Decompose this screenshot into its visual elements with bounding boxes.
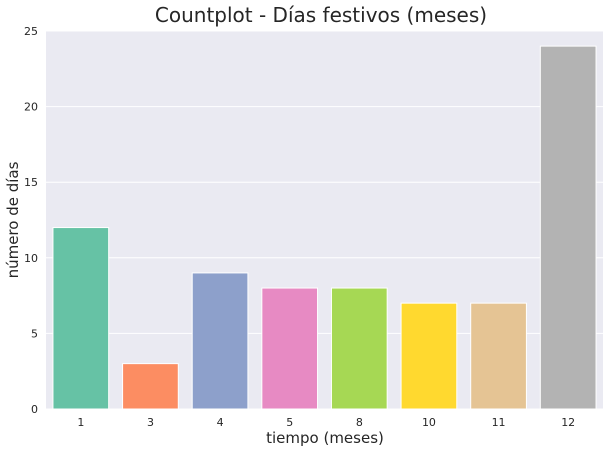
bar-month-10 — [400, 302, 458, 410]
bar-month-5 — [261, 287, 319, 410]
x-tick-label: 11 — [492, 416, 506, 429]
y-axis-label: número de días — [4, 161, 22, 278]
x-tick-label: 3 — [147, 416, 154, 429]
x-tick-label: 12 — [561, 416, 575, 429]
chart-title: Countplot - Días festivos (meses) — [155, 3, 487, 27]
x-axis-label: tiempo (meses) — [266, 429, 384, 447]
bar-month-1 — [52, 227, 110, 410]
bar-month-12 — [539, 45, 597, 410]
y-tick-labels: 0 5 10 15 20 25 — [24, 25, 38, 416]
y-tick-label: 25 — [24, 25, 38, 38]
x-tick-label: 8 — [356, 416, 363, 429]
y-tick-label: 0 — [31, 403, 38, 416]
y-tick-label: 15 — [24, 176, 38, 189]
bar-month-4 — [191, 272, 249, 410]
x-tick-label: 4 — [217, 416, 224, 429]
bars — [52, 45, 597, 410]
bar-month-11 — [470, 302, 527, 410]
x-tick-labels: 1 3 4 5 8 10 11 12 — [77, 416, 575, 429]
x-tick-label: 10 — [422, 416, 436, 429]
bar-month-8 — [330, 287, 388, 410]
y-tick-label: 10 — [24, 252, 38, 265]
y-tick-label: 5 — [31, 327, 38, 340]
x-tick-label: 5 — [286, 416, 293, 429]
x-tick-label: 1 — [77, 416, 84, 429]
bar-month-3 — [122, 363, 179, 410]
y-tick-label: 20 — [24, 101, 38, 114]
